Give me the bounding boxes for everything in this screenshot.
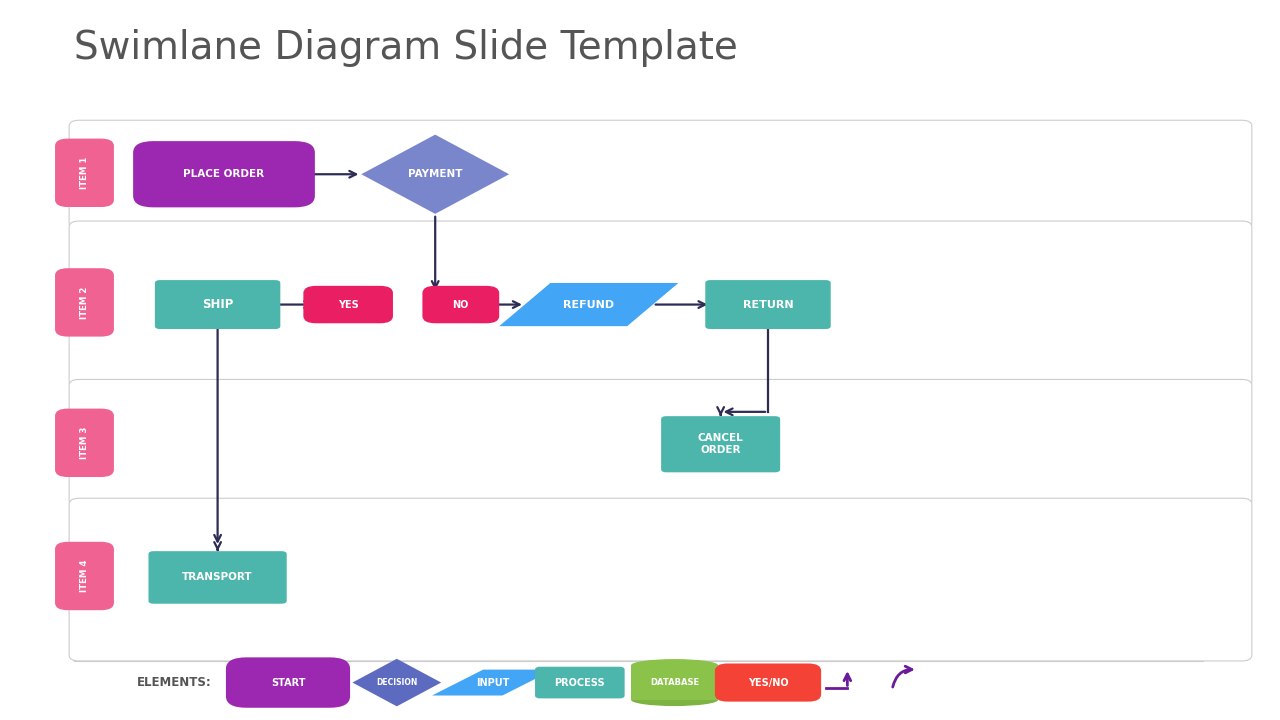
Text: INPUT: INPUT (476, 678, 509, 688)
FancyBboxPatch shape (714, 664, 822, 701)
FancyBboxPatch shape (155, 280, 280, 329)
FancyBboxPatch shape (422, 286, 499, 323)
FancyBboxPatch shape (69, 221, 1252, 387)
FancyBboxPatch shape (55, 409, 114, 477)
FancyBboxPatch shape (303, 286, 393, 323)
Text: YES/NO: YES/NO (748, 678, 788, 688)
Polygon shape (431, 670, 554, 696)
Text: REFUND: REFUND (563, 300, 614, 310)
Bar (631, 665, 718, 700)
Polygon shape (352, 659, 442, 706)
Text: RETURN: RETURN (742, 300, 794, 310)
Text: ITEM 3: ITEM 3 (79, 427, 90, 459)
FancyBboxPatch shape (225, 657, 349, 708)
FancyBboxPatch shape (55, 541, 114, 611)
Text: ITEM 2: ITEM 2 (79, 287, 90, 318)
Text: PROCESS: PROCESS (554, 678, 605, 688)
Text: ITEM 4: ITEM 4 (79, 559, 90, 593)
Text: PLACE ORDER: PLACE ORDER (183, 169, 265, 179)
FancyBboxPatch shape (133, 141, 315, 207)
Text: PAYMENT: PAYMENT (408, 169, 462, 179)
Text: TRANSPORT: TRANSPORT (182, 572, 253, 582)
FancyBboxPatch shape (660, 416, 780, 472)
FancyBboxPatch shape (69, 120, 1252, 229)
Text: NO: NO (453, 300, 468, 310)
FancyBboxPatch shape (69, 498, 1252, 661)
Polygon shape (499, 283, 678, 326)
FancyBboxPatch shape (705, 280, 831, 329)
Text: CANCEL
ORDER: CANCEL ORDER (698, 433, 744, 456)
Text: Swimlane Diagram Slide Template: Swimlane Diagram Slide Template (74, 29, 739, 67)
FancyBboxPatch shape (55, 269, 114, 337)
FancyBboxPatch shape (148, 552, 287, 603)
Text: SHIP: SHIP (202, 298, 233, 311)
Text: ITEM 1: ITEM 1 (79, 157, 90, 189)
FancyBboxPatch shape (69, 379, 1252, 506)
Text: START: START (271, 678, 305, 688)
Text: YES: YES (338, 300, 358, 310)
Ellipse shape (631, 693, 718, 706)
Text: ELEMENTS:: ELEMENTS: (137, 676, 211, 689)
Text: DATABASE: DATABASE (650, 678, 699, 687)
FancyBboxPatch shape (55, 138, 114, 207)
FancyBboxPatch shape (535, 667, 625, 698)
Text: DECISION: DECISION (376, 678, 417, 687)
Ellipse shape (631, 659, 718, 672)
Polygon shape (361, 135, 509, 214)
